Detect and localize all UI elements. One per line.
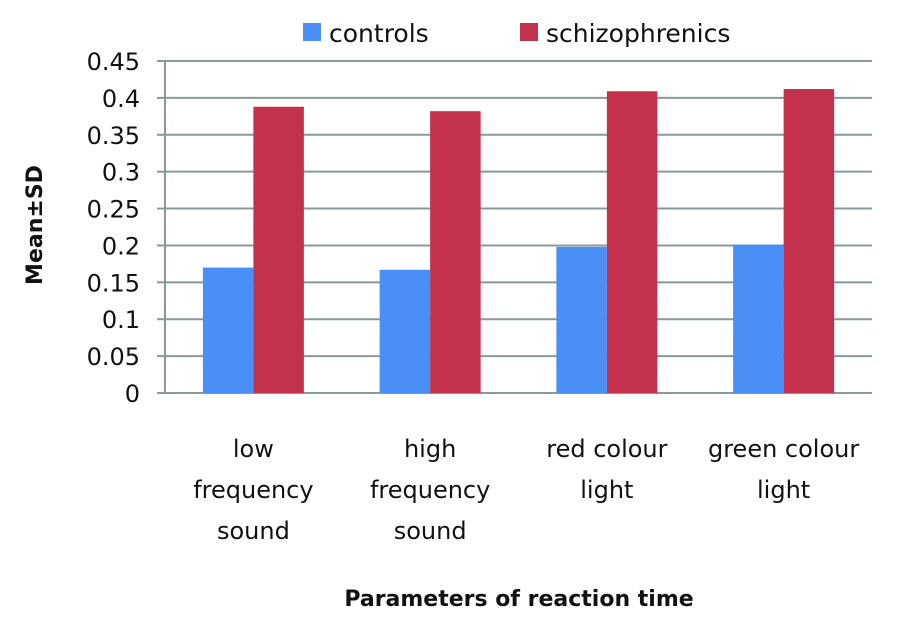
legend-swatch-controls [303,23,321,41]
bar-schizophrenics [430,111,481,394]
x-category-label: light [757,476,810,504]
legend-swatch-schizophrenics [520,23,538,41]
y-tick-label: 0.1 [102,306,140,334]
y-tick-label: 0.2 [102,232,140,260]
bar-schizophrenics [783,89,835,393]
bar-controls [379,269,431,393]
bars [202,89,835,394]
bar-schizophrenics [253,106,304,394]
legend: controls schizophrenics [303,19,730,48]
x-axis-title: Parameters of reaction time [344,587,693,612]
x-category-label: red colour [546,435,667,463]
x-category-label: sound [217,517,290,545]
y-tick-label: 0.25 [87,196,140,224]
y-axis-title: Mean±SD [23,165,48,285]
y-tick-label: 0 [125,380,140,408]
x-category-label: high [404,435,456,463]
y-tick-label: 0.3 [102,159,140,187]
y-tick-labels: 0 0.05 0.1 0.15 0.2 0.25 0.3 0.35 0.4 0.45 [87,48,140,408]
x-category-label: low [233,435,274,463]
y-tick-label: 0.35 [87,122,140,150]
bar-controls [202,267,254,393]
y-tick-label: 0.15 [87,269,140,297]
y-tick-label: 0.05 [87,343,140,371]
bar-schizophrenics [606,91,658,393]
x-category-label: frequency [370,476,490,504]
x-category-labels: low frequency sound high frequency sound red c… [193,435,859,545]
x-category-label: light [580,476,633,504]
y-tick-label: 0.4 [102,85,140,113]
bar-controls [733,244,784,393]
x-category-label: green colour [708,435,859,463]
x-category-label: sound [394,517,467,545]
legend-label-controls: controls [329,19,429,48]
x-category-label: frequency [193,476,313,504]
legend-label-schizophrenics: schizophrenics [546,19,730,48]
y-tick-label: 0.45 [87,48,140,76]
bar-controls [556,246,607,393]
